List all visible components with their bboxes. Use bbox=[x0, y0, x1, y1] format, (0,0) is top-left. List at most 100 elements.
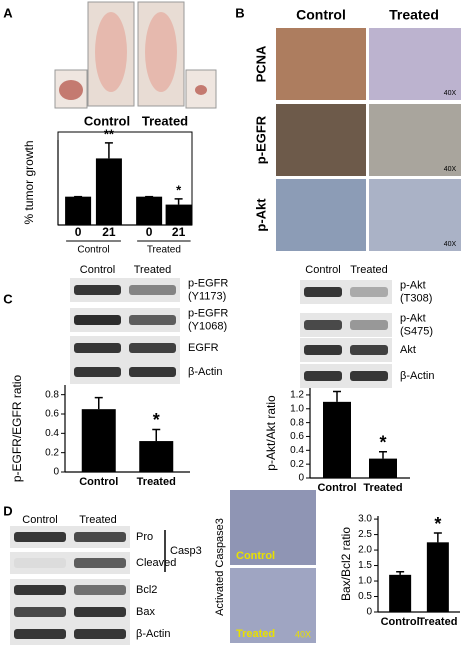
bar bbox=[81, 409, 116, 472]
x-tick-label: 0 bbox=[75, 225, 82, 239]
y-axis-label: p-EGFR/EGFR ratio bbox=[10, 375, 24, 483]
group-label: Treated bbox=[147, 245, 181, 256]
blot-band bbox=[129, 285, 176, 295]
blot-row-label: EGFR bbox=[188, 342, 219, 354]
blot-band bbox=[74, 315, 121, 325]
blot-row-label: p-EGFR bbox=[188, 277, 228, 289]
y-tick-label: 0.6 bbox=[45, 409, 59, 420]
row-label: p-Akt bbox=[253, 198, 268, 232]
blot-band bbox=[74, 285, 121, 295]
blot-band bbox=[14, 558, 66, 568]
blot-band bbox=[350, 371, 388, 381]
panel-label: D bbox=[3, 503, 12, 518]
blot-row-label: β-Actin bbox=[188, 366, 222, 378]
x-tick-label: Control bbox=[317, 482, 356, 494]
y-tick-label: 1.0 bbox=[290, 403, 304, 414]
error-bar bbox=[396, 570, 405, 575]
blot-band bbox=[74, 585, 126, 595]
y-tick-label: 0 bbox=[366, 607, 372, 618]
blot-row-label: Pro bbox=[136, 531, 153, 543]
blot-band bbox=[14, 629, 66, 639]
histology-image bbox=[369, 28, 461, 100]
blot-column-label: Treated bbox=[79, 514, 117, 526]
y-tick-label: 0.5 bbox=[358, 591, 372, 602]
y-tick-label: 0.6 bbox=[290, 431, 304, 442]
blot-band bbox=[350, 287, 388, 297]
blot-band bbox=[129, 315, 176, 325]
bar bbox=[369, 458, 397, 478]
x-tick-label: Control bbox=[79, 476, 118, 488]
x-tick-label: Treated bbox=[363, 482, 402, 494]
bar bbox=[139, 441, 174, 472]
blot-band bbox=[74, 607, 126, 617]
bar bbox=[426, 542, 449, 612]
y-tick-label: 0.8 bbox=[45, 389, 59, 400]
significance-label: * bbox=[434, 514, 441, 534]
bar bbox=[136, 196, 163, 225]
blot-band bbox=[74, 532, 126, 542]
blot-strip bbox=[10, 526, 130, 548]
bar bbox=[65, 196, 92, 225]
histology-image bbox=[276, 104, 366, 176]
y-tick-label: 1.0 bbox=[358, 576, 372, 587]
x-tick-label: Treated bbox=[137, 476, 176, 488]
tumor bbox=[195, 85, 207, 95]
blot-column-label: Control bbox=[305, 264, 340, 276]
histology-image bbox=[276, 28, 366, 100]
panel-label: B bbox=[235, 5, 244, 20]
blot-column-label: Treated bbox=[134, 264, 172, 276]
blot-row-label: (S475) bbox=[400, 325, 433, 337]
photo-label: Control bbox=[84, 113, 130, 128]
y-tick-label: 0.8 bbox=[290, 417, 304, 428]
blot-row-label: p-Akt bbox=[400, 312, 426, 324]
error-bar bbox=[94, 396, 103, 410]
y-tick-label: 0 bbox=[298, 473, 304, 484]
blot-row-label: Bax bbox=[136, 606, 155, 618]
error-bar bbox=[333, 390, 341, 402]
y-tick-label: 2.5 bbox=[358, 529, 372, 540]
blot-band bbox=[14, 607, 66, 617]
y-tick-label: 0.4 bbox=[45, 428, 59, 439]
blot-band bbox=[74, 343, 121, 353]
histology-label: Control bbox=[236, 550, 275, 562]
histology-label: Treated bbox=[236, 628, 275, 640]
magnification-label: 40X bbox=[444, 241, 457, 248]
column-label: Treated bbox=[389, 7, 439, 23]
blot-row-label: Akt bbox=[400, 344, 416, 356]
histology-axis-label: Activated Caspase3 bbox=[214, 518, 226, 616]
x-tick-label: Control bbox=[381, 616, 420, 628]
blot-band bbox=[74, 629, 126, 639]
blot-band bbox=[304, 345, 342, 355]
bar bbox=[165, 204, 192, 225]
blot-row-label: β-Actin bbox=[400, 370, 434, 382]
histology-image bbox=[369, 104, 461, 176]
y-axis-label: % tumor growth bbox=[22, 140, 36, 224]
column-label: Control bbox=[296, 7, 346, 23]
x-tick-label: 21 bbox=[172, 225, 186, 239]
blot-column-label: Control bbox=[22, 514, 57, 526]
blot-row-label: (Y1068) bbox=[188, 320, 227, 332]
y-axis-label: p-Akt/Akt ratio bbox=[264, 395, 278, 471]
significance-label: * bbox=[176, 182, 182, 197]
bar bbox=[389, 574, 412, 612]
histology-image bbox=[230, 490, 316, 565]
bar bbox=[95, 158, 122, 225]
blot-strip bbox=[10, 623, 130, 645]
blot-column-label: Treated bbox=[350, 264, 388, 276]
y-tick-label: 2.0 bbox=[358, 545, 372, 556]
blot-row-label: Cleaved bbox=[136, 557, 176, 569]
error-bar bbox=[174, 198, 183, 205]
blot-band bbox=[350, 320, 388, 330]
magnification-label: 40X bbox=[444, 166, 457, 173]
bar bbox=[323, 401, 351, 478]
blot-band bbox=[129, 343, 176, 353]
group-label: Control bbox=[77, 245, 109, 256]
blot-band bbox=[74, 367, 121, 377]
y-tick-label: 1.5 bbox=[358, 560, 372, 571]
plot-frame bbox=[57, 131, 193, 226]
blot-band bbox=[14, 532, 66, 542]
error-bar bbox=[379, 450, 387, 459]
y-axis-label: Bax/Bcl2 ratio bbox=[339, 527, 353, 601]
histology-image bbox=[276, 179, 366, 251]
